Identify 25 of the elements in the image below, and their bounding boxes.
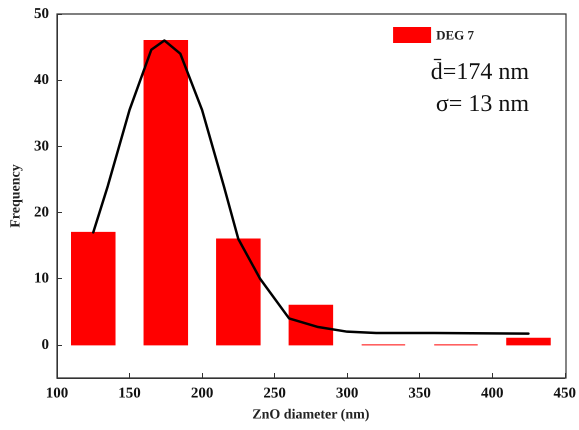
x-tick-label: 100 [46, 386, 68, 402]
x-tick-label: 400 [480, 386, 504, 402]
x-axis-title: ZnO diameter (nm) [252, 408, 370, 422]
y-tick-label: 40 [34, 72, 49, 88]
legend-label: DEG 7 [436, 28, 474, 42]
y-tick-label: 50 [34, 6, 49, 22]
y-tick-label: 30 [34, 138, 49, 154]
y-tick-label: 20 [34, 204, 49, 221]
bar [506, 338, 551, 346]
bar [216, 238, 261, 346]
x-tick-label: 350 [408, 386, 431, 402]
x-tick-label: 150 [118, 386, 141, 402]
line-series [92, 39, 530, 335]
x-tick-label: 250 [263, 386, 286, 402]
bar [288, 304, 334, 346]
bar [144, 40, 188, 346]
x-tick-label: 450 [554, 386, 576, 402]
annotation: d̄=174 nm [430, 58, 530, 85]
y-axis-title: Frequency [8, 164, 24, 228]
x-tick-label: 300 [336, 386, 358, 402]
y-tick-label: 10 [34, 270, 49, 287]
annotation: σ= 13 nm [436, 91, 530, 117]
y-tick-label: 0 [42, 336, 49, 353]
x-tick-label: 200 [190, 386, 214, 402]
bar [71, 232, 116, 346]
